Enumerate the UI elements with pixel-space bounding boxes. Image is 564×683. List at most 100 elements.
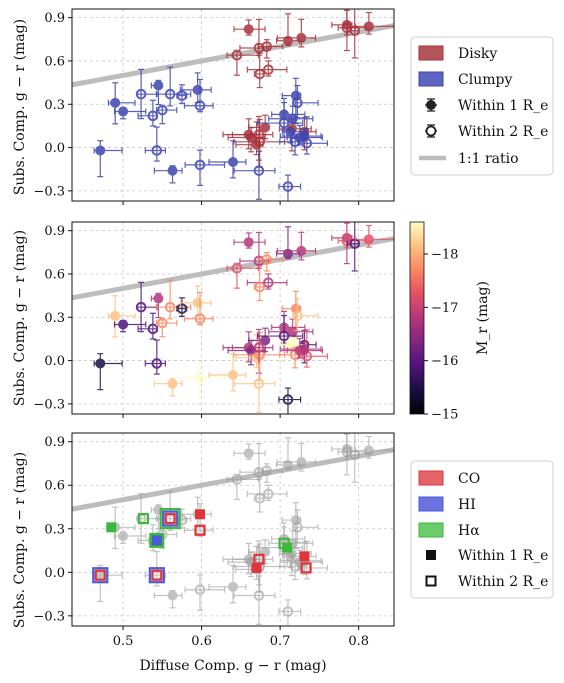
- data-point-magnitude: [137, 312, 159, 340]
- gas-marker-ha: [159, 508, 181, 530]
- marker-within-1re: [110, 310, 121, 321]
- marker-within-2re: [253, 378, 265, 389]
- ylabel-bottom: Subs. Comp. g − r (mag): [12, 452, 28, 628]
- marker-within-1re: [118, 106, 129, 117]
- marker-within-1re: [95, 358, 106, 369]
- marker-within-1re: [167, 378, 178, 389]
- colorbar: −18 −17 −16 −15 M_r (mag): [409, 221, 491, 423]
- data-point-magnitude: [278, 387, 302, 414]
- legend-ha-swatch: [418, 522, 444, 538]
- data-point-grey: [278, 599, 302, 626]
- marker-within-2re: [157, 317, 168, 329]
- data-point-magnitude: [257, 252, 284, 272]
- marker-within-2re: [194, 372, 206, 384]
- marker-within-2re: [292, 310, 303, 322]
- marker-within-1re: [167, 165, 178, 176]
- y-tick-label: 0.6: [44, 479, 65, 494]
- plot-area: [93, 222, 394, 414]
- y-tick-label: 0.9: [44, 11, 65, 26]
- marker-within-2re: [231, 49, 243, 61]
- data-point-clumpy: [107, 82, 136, 125]
- legend-clumpy-label: Clumpy: [458, 72, 512, 88]
- marker-within-1re: [167, 590, 178, 601]
- data-point-grey: [239, 442, 270, 481]
- data-point-grey: [208, 564, 247, 604]
- x-tick-label: 0.6: [191, 634, 212, 649]
- marker-within-2re: [194, 159, 206, 171]
- data-point-magnitude: [184, 362, 226, 400]
- marker-within-2re: [254, 281, 266, 293]
- data-point-grey: [233, 443, 266, 460]
- xlabel-bottom: Diffuse Comp. g − r (mag): [139, 658, 326, 674]
- y-tick-label: 0.0: [44, 566, 65, 581]
- legend-hi-label: HI: [458, 497, 476, 513]
- gas-marker-co: [164, 513, 176, 525]
- data-point-magnitude: [354, 224, 394, 248]
- marker-within-2re: [194, 313, 206, 325]
- legend-ha-label: Hα: [458, 523, 480, 539]
- data-point-clumpy: [137, 99, 159, 127]
- marker-within-2re: [157, 104, 168, 116]
- marker-within-1re: [243, 237, 254, 248]
- legend-open-marker-icon: [425, 124, 437, 138]
- marker-within-2re: [164, 301, 176, 313]
- colorbar-tick-label: −17: [431, 301, 458, 316]
- data-point-disky: [276, 18, 317, 48]
- legend-within2-label: Within 2 R_e: [458, 124, 548, 140]
- y-tick-label: 0.3: [44, 311, 65, 326]
- legend-co-label: CO: [458, 471, 480, 487]
- legend-bottom: CO HI Hα Within 1 R_e Within 2 R_e: [410, 460, 554, 599]
- marker-within-2re: [254, 136, 266, 148]
- marker-within-1re: [299, 131, 310, 142]
- data-point-magnitude: [155, 279, 192, 320]
- panel-top: −0.3 0.0 0.3 0.6 0.9: [33, 8, 395, 205]
- marker-within-2re: [151, 358, 163, 369]
- y-tick-label: −0.3: [33, 184, 65, 199]
- marker-within-1re: [260, 122, 271, 133]
- marker-within-1re: [228, 157, 238, 168]
- data-point-magnitude: [156, 317, 178, 338]
- marker-within-2re: [135, 301, 147, 313]
- marker-within-2re: [292, 97, 303, 109]
- data-point-clumpy: [233, 150, 276, 200]
- legend-filled-marker-icon: [425, 98, 437, 112]
- gas-marker-ha: [106, 522, 117, 533]
- x-tick-label: 0.8: [348, 634, 369, 649]
- data-point-clumpy: [155, 66, 192, 107]
- marker-within-1re: [118, 319, 129, 330]
- data-point-clumpy: [144, 126, 166, 162]
- data-point-grey: [153, 590, 183, 609]
- marker-within-2re: [147, 110, 159, 122]
- marker-within-1re: [299, 344, 310, 355]
- data-point-magnitude: [233, 232, 266, 249]
- data-point-magnitude: [248, 327, 271, 353]
- legend-bottom-within1-label: Within 1 R_e: [458, 548, 548, 564]
- data-point-disky: [226, 49, 260, 76]
- data-point-magnitude: [208, 353, 247, 392]
- marker-within-2re: [231, 262, 243, 274]
- marker-within-2re: [254, 68, 266, 80]
- marker-within-1re: [95, 145, 106, 156]
- marker-within-1re: [287, 113, 298, 124]
- data-point-magnitude: [279, 341, 322, 355]
- axes-frame: [71, 221, 395, 415]
- gas-marker-co: [94, 569, 106, 581]
- marker-within-1re: [363, 21, 374, 32]
- data-point-grey: [276, 442, 317, 472]
- marker-within-1re: [363, 445, 374, 456]
- legend-bottom-frame: [410, 460, 554, 599]
- axes-frame: [71, 8, 395, 202]
- data-point-grey: [183, 503, 214, 537]
- plot-area: [92, 433, 394, 626]
- data-point-magnitude: [183, 291, 214, 326]
- marker-within-2re: [164, 88, 176, 100]
- data-point-grey: [233, 575, 276, 625]
- panel-bottom: −0.3 0.0 0.3 0.6 0.9 0.5 0.6 0.7 0.8: [33, 432, 395, 649]
- data-point-disky: [233, 19, 266, 36]
- legend-top-frame: [410, 36, 554, 176]
- data-point-clumpy: [93, 140, 123, 178]
- gas-marker-co: [195, 509, 206, 520]
- colorbar-label: M_r (mag): [475, 281, 491, 355]
- marker-within-1re: [363, 234, 374, 245]
- y-tick-label: 0.0: [44, 141, 65, 156]
